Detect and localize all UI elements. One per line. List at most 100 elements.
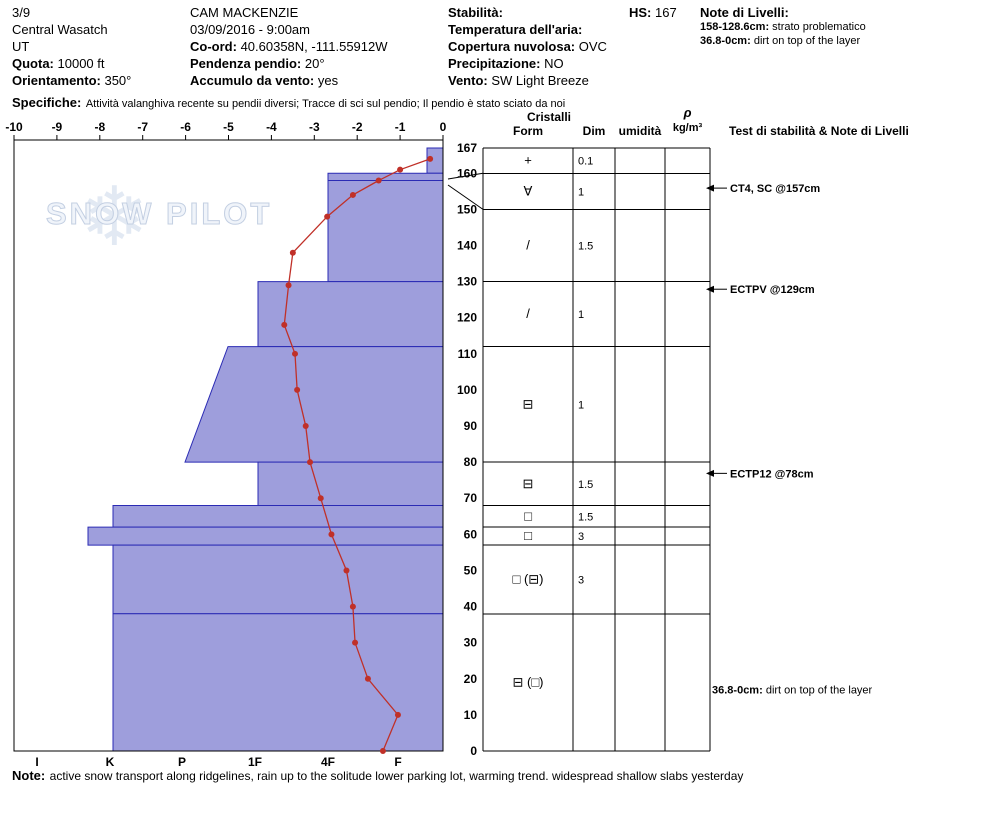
temp-tick-label: -10	[5, 120, 23, 134]
crystal-dim: 0.1	[578, 156, 593, 168]
snow-layer	[184, 346, 444, 463]
layer-note: 36.8-0cm: dirt on top of the layer	[712, 685, 873, 697]
hardness-axis: I K P 1F 4F F	[35, 755, 401, 769]
cloud-cover-value: OVC	[578, 39, 607, 54]
snow-height-value: 167	[655, 5, 677, 20]
arrow-left-icon	[706, 285, 714, 293]
temperature-point	[379, 748, 386, 754]
crystal-form: ⊟ (□)	[512, 674, 543, 689]
stability-test-label: ECTPV @129cm	[730, 284, 815, 296]
depth-label: 80	[464, 455, 478, 469]
crystal-dim: 1	[578, 309, 584, 321]
temperature-point	[375, 177, 382, 184]
snow-layer	[112, 504, 444, 528]
crystal-rows: +0.1 ∀ 1 / 1.5 / 1 ⊟ 1 ⊟ 1.5 □ 1.5 □ 3 □ (⊟) 3 ⊟ (□)	[512, 153, 593, 690]
density-unit-header: kg/m³	[673, 122, 703, 134]
depth-label: 160	[457, 166, 477, 180]
temp-tick-label: -1	[395, 120, 406, 134]
level-note-range: 36.8-0cm:	[700, 34, 751, 47]
humidity-header: umidità	[619, 124, 662, 138]
crystal-form: /	[526, 237, 530, 252]
air-temperature-label: Temperatura dell'aria:	[448, 22, 583, 37]
elevation-line: Quota: 10000 ft	[12, 55, 131, 72]
temperature-point	[349, 191, 356, 198]
snow-layer	[112, 544, 444, 615]
pit-info-middle: CAM MACKENZIE 03/09/2016 - 9:00am Co-ord…	[190, 4, 388, 89]
level-notes-title: Note di Livelli:	[700, 5, 789, 20]
level-note-item: 36.8-0cm: dirt on top of the layer	[700, 35, 866, 49]
tests-header: Test di stabilità & Note di Livelli	[729, 124, 909, 138]
temperature-point	[285, 282, 292, 289]
crystal-form: □	[524, 528, 532, 543]
crystal-form: ⊟	[523, 476, 534, 491]
pit-info-left: 3/9 Central Wasatch UT Quota: 10000 ft O…	[12, 4, 131, 89]
stability-test-label: ECTP12 @78cm	[730, 468, 814, 480]
specifics-line: Specifiche: Attività valanghiva recente …	[12, 94, 565, 112]
crystal-form: □ (⊟)	[512, 571, 543, 586]
stability-tests: CT4, SC @157cm ECTPV @129cm ECTP12 @78cm	[706, 183, 820, 480]
temperature-points	[281, 155, 434, 754]
temperature-point	[394, 711, 401, 718]
temperature-point	[352, 639, 359, 646]
temperature-line	[283, 158, 431, 752]
depth-label: 70	[464, 491, 478, 505]
depth-label: 50	[464, 563, 478, 577]
elevation-label: Quota:	[12, 56, 54, 71]
temp-tick-label: -2	[352, 120, 363, 134]
temp-tick-label: -8	[94, 120, 105, 134]
depth-label: 120	[457, 311, 477, 325]
slope-angle-label: Pendenza pendio:	[190, 56, 302, 71]
depth-label: 167	[457, 141, 477, 155]
hardness-label: I	[35, 755, 38, 769]
crystal-form: □	[524, 508, 532, 523]
pit-number: 3/9	[12, 5, 31, 20]
temp-tick-label: -9	[52, 120, 63, 134]
footer-note-value: active snow transport along ridgelines, …	[49, 769, 744, 783]
hardness-label: P	[178, 755, 186, 769]
snow-layer	[327, 179, 444, 283]
coordinates-label: Co-ord:	[190, 39, 237, 54]
level-note-range: 158-128.6cm:	[700, 21, 770, 33]
snow-layer	[257, 461, 444, 506]
elevation-value: 10000 ft	[57, 56, 105, 71]
hardness-label: 1F	[248, 755, 262, 769]
temperature-axis: -10 -9 -8 -7 -6 -5 -4 -3 -2 -1 0	[5, 120, 447, 140]
crystal-dim: 1.5	[578, 479, 593, 491]
temp-tick-label: -5	[223, 120, 234, 134]
density-header: ρ	[683, 105, 692, 120]
snowpilot-watermark: ❄SNOW PILOT	[46, 172, 270, 263]
hardness-label: 4F	[321, 755, 335, 769]
wind-loading-label: Accumulo da vento:	[190, 73, 315, 88]
slope-angle-line: Pendenza pendio: 20°	[190, 55, 388, 72]
slope-angle-value: 20°	[304, 56, 325, 71]
crystal-form: +	[524, 153, 532, 168]
temperature-point	[294, 386, 301, 393]
level-note-text: dirt on top of the layer	[750, 34, 861, 47]
depth-label: 150	[457, 202, 477, 216]
snowflake-icon: ❄	[80, 172, 149, 263]
specifics-value: Attività valanghiva recente su pendii di…	[85, 98, 566, 110]
temperature-point	[307, 459, 314, 466]
form-header: Form	[513, 124, 543, 138]
temp-tick-label: -7	[137, 120, 148, 134]
depth-label: 130	[457, 275, 477, 289]
crystal-dim: 1	[578, 399, 584, 411]
level-note-item: 158-128.6cm: strato problematico	[700, 21, 866, 35]
crystal-form: ⊟	[523, 396, 534, 411]
depth-label: 10	[464, 708, 478, 722]
aspect-value: 350°	[104, 73, 132, 88]
depth-label: 40	[464, 600, 478, 614]
temperature-point	[302, 423, 309, 430]
wind-label: Vento:	[448, 73, 488, 88]
coordinates-value: 40.60358N, -111.55912W	[240, 39, 388, 54]
temp-tick-label: -4	[266, 120, 277, 134]
aspect-label: Orientamento:	[12, 73, 101, 88]
cristalli-header: Cristalli	[527, 110, 571, 124]
snow-layer	[112, 613, 444, 752]
temperature-point	[281, 321, 288, 328]
precipitation-line: Precipitazione: NO	[448, 55, 607, 72]
crystal-table-grid	[482, 147, 711, 752]
state-name: UT	[12, 39, 30, 54]
temp-tick-label: -3	[309, 120, 320, 134]
footer-note-label: Note:	[12, 768, 46, 783]
